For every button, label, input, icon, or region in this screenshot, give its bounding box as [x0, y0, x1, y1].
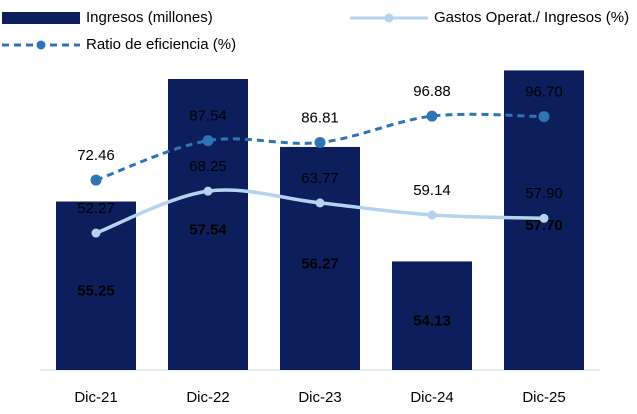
bar-value-label: 57.70 — [525, 217, 563, 234]
bar — [280, 146, 360, 370]
line-marker — [314, 137, 326, 149]
bar — [392, 261, 472, 370]
line-value-label: 96.88 — [413, 83, 451, 100]
line-marker — [202, 135, 214, 147]
line-marker — [426, 110, 438, 122]
bar-value-label: 55.25 — [77, 283, 115, 300]
line-value-label: 87.54 — [189, 108, 227, 125]
legend-marker — [36, 40, 46, 50]
x-tick-label: Dic-23 — [298, 389, 341, 406]
bar-value-label: 57.54 — [189, 221, 227, 238]
legend-label: Ratio de eficiencia (%) — [86, 36, 236, 53]
line-marker — [539, 213, 549, 223]
line-marker — [90, 174, 102, 186]
legend-label: Ingresos (millones) — [86, 9, 213, 26]
x-tick-label: Dic-21 — [74, 389, 117, 406]
line-marker — [203, 186, 213, 196]
x-tick-label: Dic-24 — [410, 389, 453, 406]
legend-marker — [384, 13, 394, 23]
line-marker — [538, 111, 550, 123]
line-marker — [91, 228, 101, 238]
bar-value-label: 56.27 — [301, 255, 339, 272]
legend-swatch — [2, 12, 80, 24]
line-value-label: 57.90 — [525, 185, 563, 202]
line-value-label: 72.46 — [77, 147, 115, 164]
line-value-label: 59.14 — [413, 182, 451, 199]
line-value-label: 52.27 — [77, 200, 115, 217]
x-tick-label: Dic-25 — [522, 389, 565, 406]
line-value-label: 68.25 — [189, 158, 227, 175]
bar — [168, 79, 248, 370]
x-tick-label: Dic-22 — [186, 389, 229, 406]
line-marker — [427, 210, 437, 220]
line-marker — [315, 198, 325, 208]
legend-label: Gastos Operat./ Ingresos (%) — [434, 9, 629, 26]
line-value-label: 96.70 — [525, 84, 563, 101]
line-value-label: 86.81 — [301, 109, 339, 126]
bar-value-label: 54.13 — [413, 313, 451, 330]
line-value-label: 63.77 — [301, 170, 339, 187]
